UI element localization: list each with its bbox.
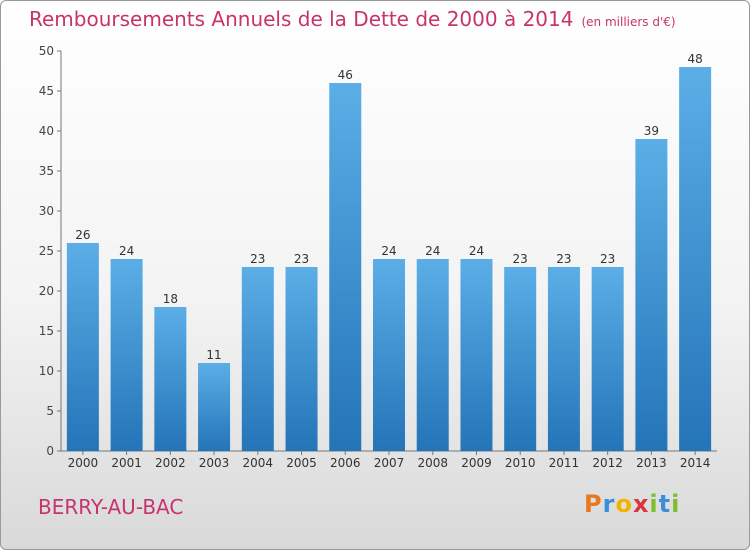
x-tick-label: 2003 [199,456,230,470]
bar [547,267,580,451]
x-tick-label: 2008 [417,456,448,470]
value-label: 39 [644,124,659,138]
proxiti-logo: Proxiti [584,490,680,518]
x-tick-label: 2007 [374,456,405,470]
x-tick-label: 2002 [155,456,186,470]
y-tick-label: 20 [39,284,54,298]
bar [241,267,274,451]
chart-bars [66,67,712,451]
value-label: 48 [687,52,702,66]
y-tick-label: 45 [39,84,54,98]
y-tick-label: 40 [39,124,54,138]
y-tick-label: 0 [46,444,54,458]
logo-letter: x [632,490,650,518]
value-label: 24 [381,244,396,258]
value-label: 26 [75,228,90,242]
bar [460,259,493,451]
bar [679,67,712,451]
bar [504,267,537,451]
y-tick-label: 5 [46,404,54,418]
chart-title-block: Remboursements Annuels de la Dette de 20… [29,7,676,31]
value-label: 24 [425,244,440,258]
logo-letter: P [584,490,603,518]
y-tick-label: 10 [39,364,54,378]
value-label: 24 [119,244,134,258]
x-tick-label: 2010 [505,456,536,470]
value-label: 23 [250,252,265,266]
x-tick-label: 2014 [680,456,711,470]
bar [591,267,624,451]
value-label: 46 [338,68,353,82]
x-tick-label: 2000 [68,456,99,470]
bar [373,259,405,451]
x-tick-label: 2009 [461,456,492,470]
x-tick-label: 2005 [286,456,317,470]
value-label: 18 [163,292,178,306]
logo-letter: r [602,490,616,518]
x-tick-label: 2011 [549,456,580,470]
value-label: 23 [294,252,309,266]
y-tick-label: 15 [39,324,54,338]
x-tick-label: 2001 [111,456,142,470]
bar [154,307,187,451]
y-tick-label: 25 [39,244,54,258]
value-label: 11 [206,348,221,362]
chart-subtitle: (en milliers d'€) [581,15,676,29]
chart-title: Remboursements Annuels de la Dette de 20… [29,7,574,31]
x-tick-label: 2012 [592,456,623,470]
logo-letter: i [671,490,681,518]
place-name: BERRY-AU-BAC [38,495,184,519]
y-tick-label: 35 [39,164,54,178]
bar [110,259,143,451]
bar [198,363,231,451]
logo-letter: i [649,490,659,518]
x-tick-label: 2006 [330,456,361,470]
chart-axes: 0 5 10 15 20 25 30 35 40 45 50 [39,44,717,458]
x-tick-label: 2013 [636,456,667,470]
bar [416,259,449,451]
y-tick-label: 50 [39,44,54,58]
value-label: 23 [513,252,528,266]
bar [635,139,668,451]
logo-letter: t [658,490,672,518]
bar [329,83,362,451]
bar [66,243,99,451]
x-tick-label: 2004 [243,456,274,470]
y-tick-label: 30 [39,204,54,218]
logo-letter: o [615,490,633,518]
value-label: 24 [469,244,484,258]
bar [285,267,318,451]
value-label: 23 [600,252,615,266]
value-label: 23 [556,252,571,266]
chart-labels: 26 2000 24 2001 18 2002 11 2003 23 2004 23 2005 46 20… [68,52,711,470]
